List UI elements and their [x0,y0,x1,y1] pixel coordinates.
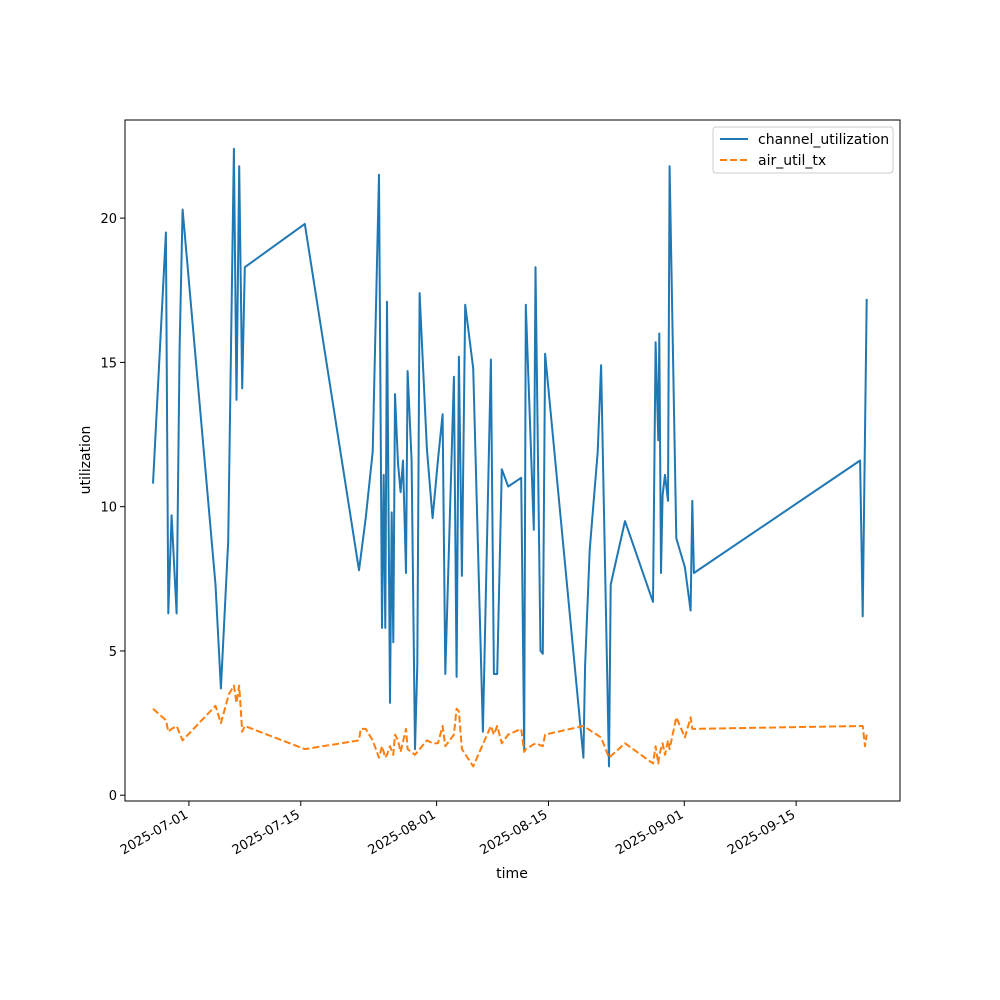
y-tick-label: 15 [100,356,117,371]
plot-frame [124,119,901,802]
series-line-air-util-tx [152,684,868,768]
y-tick-label: 10 [100,501,117,516]
y-axis-label: utilization [78,426,94,495]
x-axis-label: time [496,866,528,882]
y-axis: 0 5 10 15 20 [100,212,125,804]
y-tick-label: 0 [109,789,117,804]
y-tick-label: 5 [109,645,117,660]
series-line-channel-utilization [152,147,868,768]
y-tick-label: 20 [100,212,117,227]
legend: channel_utilization air_util_tx [712,126,894,174]
legend-label-channel-utilization: channel_utilization [758,132,889,148]
legend-box [712,126,894,174]
legend-label-air-util-tx: air_util_tx [758,153,826,169]
series-layer [152,147,868,768]
